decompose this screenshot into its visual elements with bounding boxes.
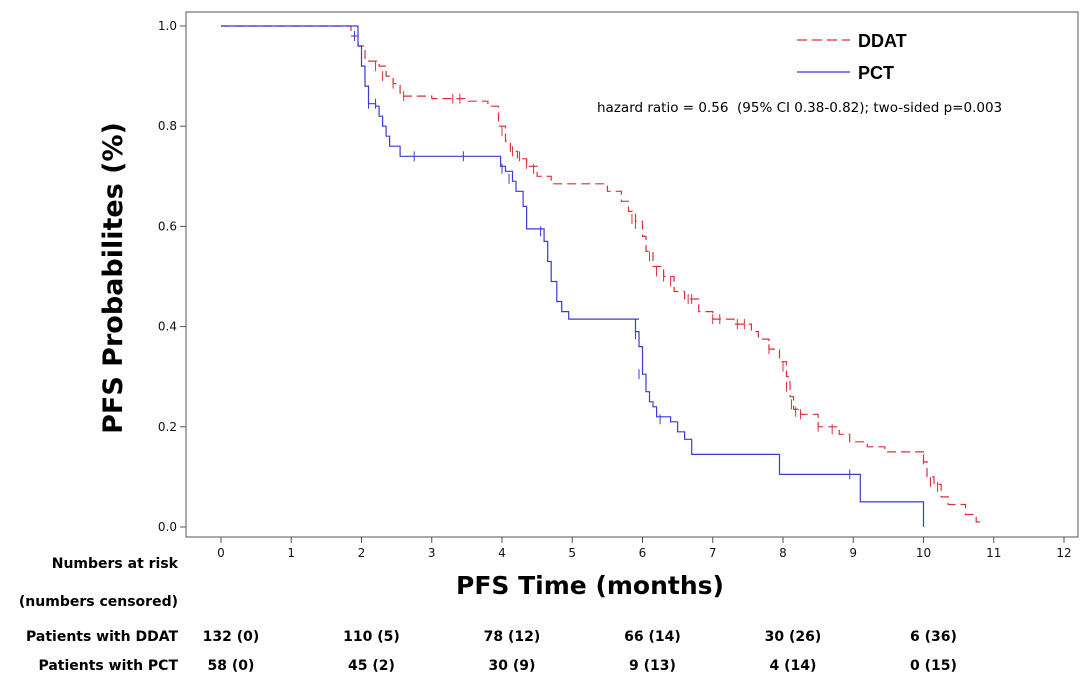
x-axis-title: PFS Time (months) — [456, 571, 724, 600]
axes: 0.00.20.40.60.81.00 1 2 3 4 5 6 7 8 9 10 11 12 — [158, 11, 1079, 560]
series-pct-line — [221, 25, 925, 527]
x-tick-label: 12 — [1056, 546, 1071, 560]
legend: DDAT PCT — [797, 31, 907, 83]
x-tick-label: 0 — [217, 546, 225, 560]
risk-table: Numbers at risk (numbers censored) Patie… — [19, 556, 957, 674]
legend-pct-label: PCT — [858, 63, 894, 83]
y-tick-label: 0.4 — [158, 320, 177, 334]
risk-cell: 132 (0) — [203, 629, 260, 645]
risk-cell: 6 (36) — [910, 629, 957, 645]
series-layer — [221, 25, 981, 527]
x-tick-label: 3 — [428, 546, 436, 560]
risk-cell: 30 (26) — [765, 629, 822, 645]
risk-cell: 58 (0) — [208, 658, 255, 674]
risk-cell: 0 (15) — [910, 658, 957, 674]
y-axis-title: PFS Probabilites (%) — [98, 122, 129, 434]
hazard-ratio-annotation: hazard ratio = 0.56 (95% CI 0.38-0.82); … — [597, 100, 1002, 116]
x-tick-label: 4 — [498, 546, 506, 560]
risk-cell: 78 (12) — [484, 629, 541, 645]
x-tick-label: 8 — [779, 546, 787, 560]
risk-row-label-ddat: Patients with DDAT — [26, 629, 178, 645]
y-tick-label: 0.2 — [158, 420, 177, 434]
legend-ddat-label: DDAT — [858, 31, 907, 51]
risk-table-subtitle: (numbers censored) — [19, 594, 178, 610]
risk-row-label-pct: Patients with PCT — [38, 658, 178, 674]
x-tick-label: 10 — [916, 546, 931, 560]
risk-cell: 45 (2) — [348, 658, 395, 674]
x-tick-label: 1 — [287, 546, 295, 560]
y-tick-label: 0.0 — [158, 520, 177, 534]
x-tick-label: 5 — [568, 546, 576, 560]
risk-cell: 66 (14) — [624, 629, 681, 645]
risk-cell: 30 (9) — [489, 658, 536, 674]
x-tick-label: 6 — [639, 546, 647, 560]
x-tick-label: 11 — [986, 546, 1001, 560]
plot-frame — [185, 11, 1079, 538]
risk-table-title: Numbers at risk — [52, 556, 179, 572]
series-ddat-line — [221, 25, 981, 527]
risk-cell: 9 (13) — [629, 658, 676, 674]
risk-cell: 4 (14) — [770, 658, 817, 674]
risk-cells: 132 (0) 110 (5) 78 (12) 66 (14) 30 (26) 6 (36… — [203, 629, 957, 674]
x-tick-label: 7 — [709, 546, 717, 560]
risk-cell: 110 (5) — [343, 629, 400, 645]
x-tick-label: 2 — [358, 546, 366, 560]
y-tick-label: 0.8 — [158, 119, 177, 133]
y-tick-label: 1.0 — [158, 19, 177, 33]
y-tick-label: 0.6 — [158, 219, 177, 233]
x-tick-label: 9 — [849, 546, 857, 560]
